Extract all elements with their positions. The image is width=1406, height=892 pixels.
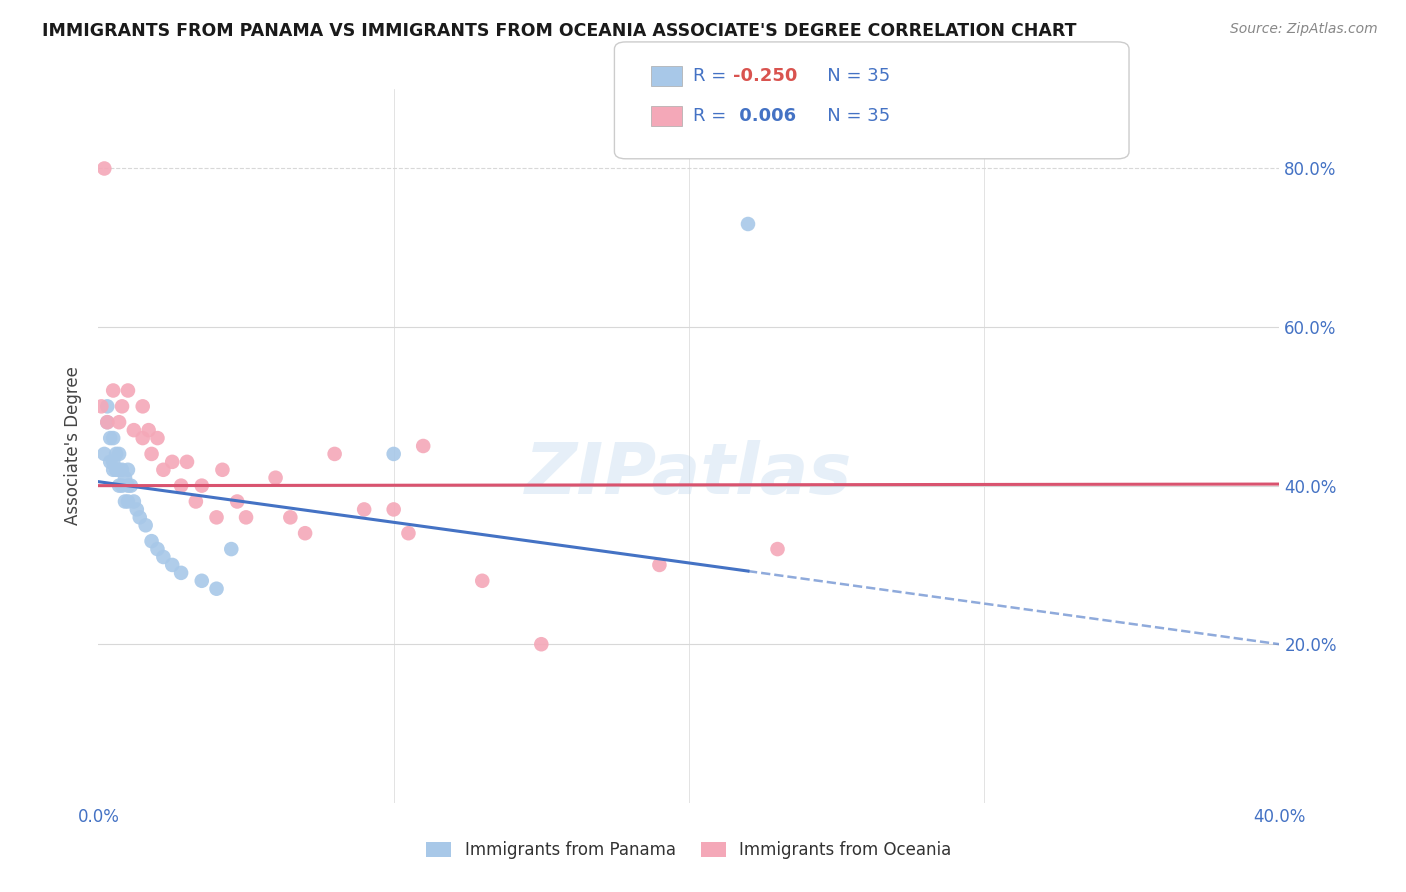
Point (205, 510, 228, 524)
Point (103, 463, 125, 477)
Point (108, 478, 131, 492)
Text: Source: ZipAtlas.com: Source: ZipAtlas.com (1230, 22, 1378, 37)
Text: R =: R = (693, 107, 733, 125)
Point (96, 415, 118, 429)
Point (108, 447, 131, 461)
Point (122, 423, 145, 437)
Point (103, 431, 125, 445)
Point (146, 542, 169, 557)
Point (221, 542, 243, 557)
Point (138, 423, 160, 437)
Point (93, 161, 115, 176)
Point (135, 518, 157, 533)
Point (125, 502, 148, 516)
Text: N = 35: N = 35 (810, 67, 890, 85)
Point (530, 637, 553, 651)
Text: 0.006: 0.006 (733, 107, 796, 125)
Point (176, 455, 198, 469)
Y-axis label: Associate's Degree: Associate's Degree (65, 367, 83, 525)
Point (117, 494, 139, 508)
Point (382, 502, 405, 516)
Point (111, 478, 134, 492)
Point (170, 478, 193, 492)
Point (128, 510, 150, 524)
Point (103, 455, 125, 469)
Point (737, 217, 759, 231)
Point (294, 526, 316, 541)
Point (114, 471, 136, 485)
Point (184, 494, 207, 508)
Point (152, 463, 174, 477)
Point (117, 463, 139, 477)
Point (398, 526, 420, 541)
Point (105, 463, 128, 477)
Text: IMMIGRANTS FROM PANAMA VS IMMIGRANTS FROM OCEANIA ASSOCIATE'S DEGREE CORRELATION: IMMIGRANTS FROM PANAMA VS IMMIGRANTS FRO… (42, 22, 1077, 40)
Point (117, 478, 139, 492)
Point (93, 447, 115, 461)
Point (235, 510, 257, 524)
Point (98, 431, 121, 445)
Point (412, 439, 434, 453)
Point (98, 455, 121, 469)
Point (280, 510, 302, 524)
Point (117, 384, 139, 398)
Point (264, 471, 287, 485)
Point (90, 400, 112, 414)
Point (96, 415, 118, 429)
Point (122, 494, 145, 508)
Point (114, 494, 136, 508)
Point (191, 478, 214, 492)
Text: R =: R = (693, 67, 733, 85)
Point (323, 447, 346, 461)
Point (353, 502, 375, 516)
Text: -0.250: -0.250 (733, 67, 797, 85)
Legend: Immigrants from Panama, Immigrants from Oceania: Immigrants from Panama, Immigrants from … (420, 835, 957, 866)
Point (132, 400, 155, 414)
Point (382, 447, 405, 461)
Point (226, 494, 249, 508)
Point (108, 415, 131, 429)
Text: N = 35: N = 35 (810, 107, 890, 125)
Point (96, 400, 118, 414)
Point (211, 463, 233, 477)
Point (162, 558, 183, 572)
Point (152, 549, 174, 564)
Point (471, 574, 494, 588)
Point (141, 534, 163, 549)
Point (108, 463, 131, 477)
Point (111, 400, 134, 414)
Point (648, 558, 671, 572)
Point (162, 455, 183, 469)
Point (120, 478, 142, 492)
Text: ZIPatlas: ZIPatlas (526, 440, 852, 509)
Point (205, 582, 228, 596)
Point (103, 384, 125, 398)
Point (146, 431, 169, 445)
Point (141, 447, 163, 461)
Point (170, 566, 193, 580)
Point (766, 542, 789, 557)
Point (191, 574, 214, 588)
Point (111, 463, 134, 477)
Point (132, 431, 155, 445)
Point (105, 447, 128, 461)
